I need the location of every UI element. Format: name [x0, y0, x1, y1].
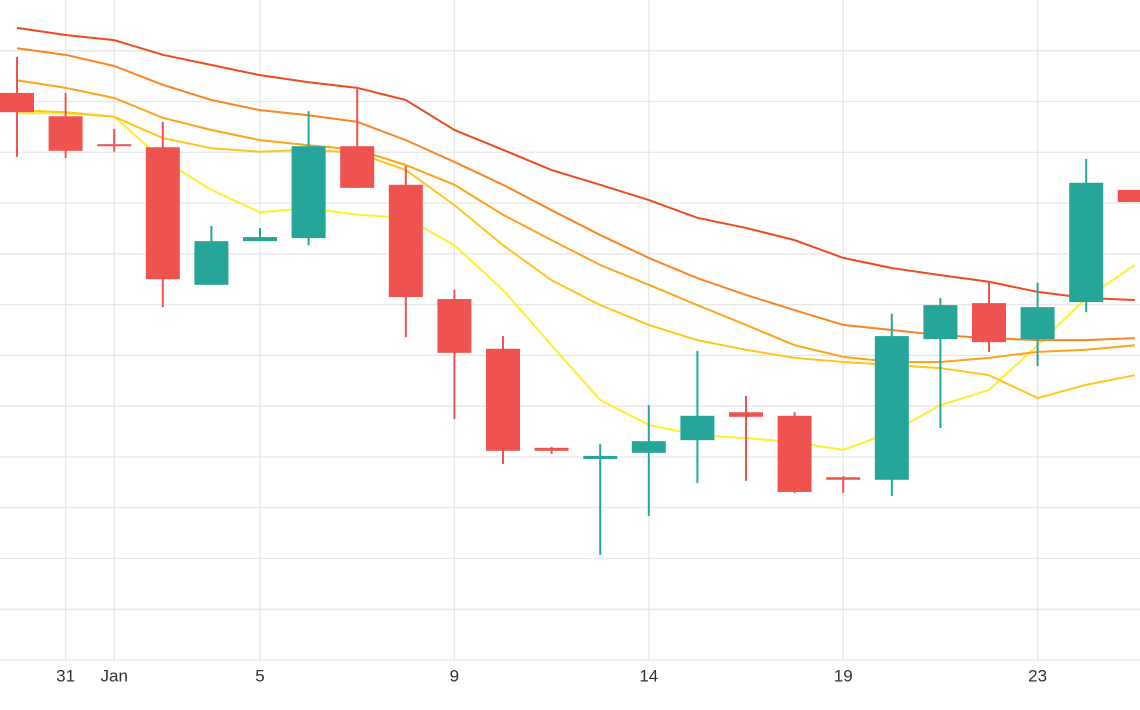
candle [923, 298, 958, 428]
grid [0, 0, 1140, 661]
candle-body [48, 116, 83, 151]
candle [48, 92, 83, 158]
candle [243, 227, 277, 242]
candle [777, 412, 812, 493]
candle [1069, 158, 1104, 313]
candle-body [534, 447, 569, 451]
candle-body [1020, 307, 1055, 340]
candle-body [680, 415, 715, 441]
candle [97, 128, 132, 152]
candle-body [0, 92, 34, 113]
x-tick-label: 14 [639, 666, 658, 685]
moving-average-line [16, 79, 1135, 363]
candle-body [437, 299, 472, 353]
candle-body [729, 412, 763, 417]
candle-body [243, 237, 277, 242]
candle-body [145, 147, 180, 280]
candle-body [291, 146, 326, 239]
candle-body [777, 415, 812, 492]
candle [534, 446, 569, 454]
candle-body [1117, 189, 1140, 203]
candle [972, 281, 1006, 352]
candle [631, 405, 666, 516]
candle-body [631, 441, 666, 453]
candle [437, 289, 472, 419]
candle-body [388, 184, 423, 297]
candle [486, 336, 520, 465]
x-tick-label: 23 [1028, 666, 1047, 685]
candle-body [1069, 182, 1104, 303]
moving-average-line [16, 26, 1135, 302]
moving-average-line [17, 112, 1136, 451]
x-tick-label: Jan [100, 666, 127, 685]
moving-average-line [16, 109, 1135, 400]
x-tick-label: 5 [255, 666, 264, 685]
candle [1020, 282, 1055, 367]
candle [680, 350, 715, 483]
candle-body [826, 477, 861, 480]
candle-body [972, 303, 1006, 343]
x-tick-label: 19 [834, 666, 853, 685]
candle [340, 86, 375, 188]
candle [388, 166, 423, 338]
candle-body [486, 348, 520, 451]
candle-body [97, 144, 132, 147]
candle-body [583, 455, 618, 459]
candle-body [194, 241, 229, 285]
candle [145, 121, 180, 308]
moving-average-line [16, 47, 1135, 342]
candle [874, 313, 909, 497]
candle [826, 476, 861, 493]
candle-body [874, 336, 909, 480]
candle [1117, 189, 1140, 203]
candle-body [340, 146, 375, 188]
x-tick-label: 31 [56, 666, 75, 685]
candle-body [923, 305, 958, 340]
candle [583, 444, 618, 555]
candle [729, 396, 763, 481]
candle [291, 111, 326, 246]
x-tick-label: 9 [450, 666, 459, 685]
candle [0, 56, 34, 157]
candle [194, 225, 229, 285]
